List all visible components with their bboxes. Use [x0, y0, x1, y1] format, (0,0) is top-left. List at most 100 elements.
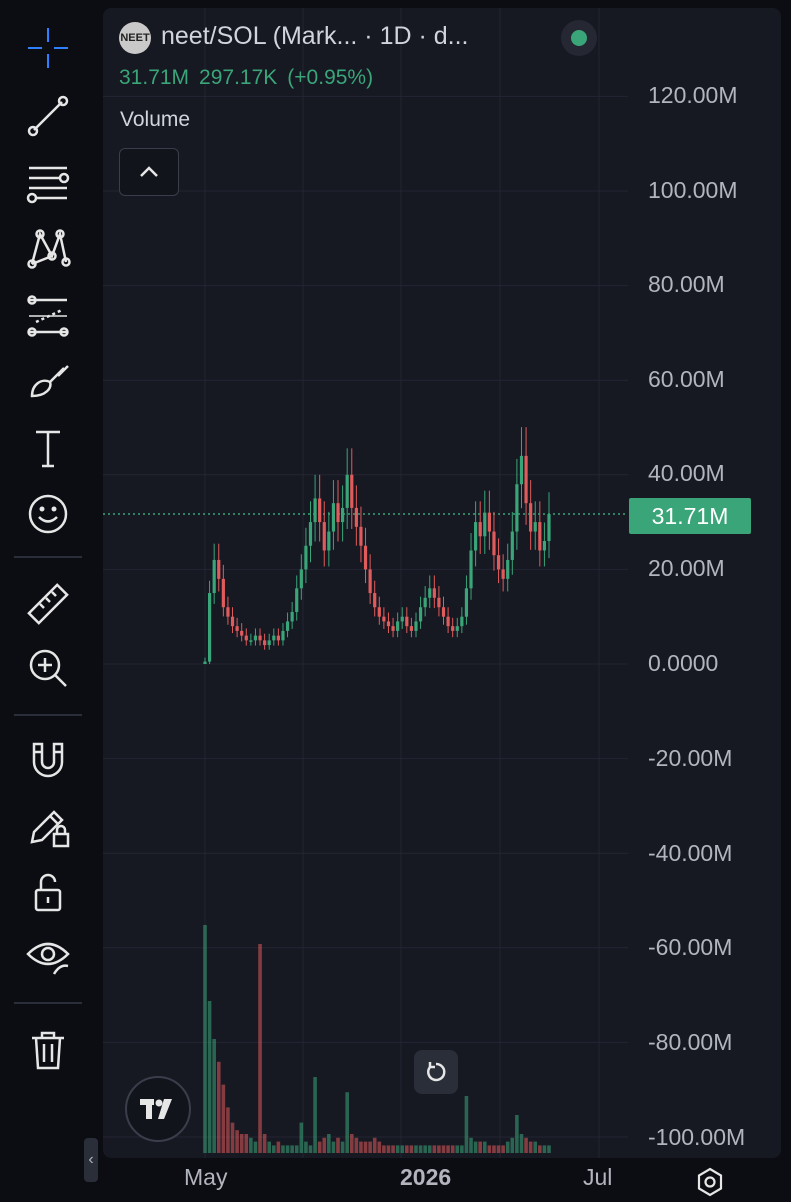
candle [428, 588, 432, 598]
candle [515, 484, 519, 532]
volume-bar [244, 1134, 249, 1153]
volume-bar [469, 1137, 473, 1153]
volume-bar [340, 1141, 345, 1153]
volume-bar [510, 1137, 515, 1153]
candle [336, 503, 340, 523]
emoji-icon[interactable] [18, 490, 78, 538]
volume-bar [304, 1141, 308, 1153]
volume-bar [524, 1137, 528, 1153]
tradingview-logo[interactable] [125, 1076, 191, 1142]
candle [405, 616, 409, 627]
symbol-title[interactable]: neet/SOL (Mark... · 1D · d... [161, 22, 469, 50]
volume-bar [377, 1141, 382, 1153]
volume-bar [427, 1145, 432, 1153]
candle [478, 522, 482, 537]
candle [414, 621, 418, 631]
candle [276, 635, 280, 641]
xabcd-pattern-icon[interactable] [18, 224, 78, 272]
lock-icon[interactable] [18, 868, 78, 916]
candle [547, 514, 551, 542]
volume-bar [290, 1145, 294, 1153]
candle [244, 635, 248, 641]
forecast-icon[interactable] [18, 292, 78, 340]
brush-icon[interactable] [18, 356, 78, 404]
volume-bar [473, 1141, 478, 1153]
candle [437, 597, 441, 608]
volume-bar [317, 1141, 322, 1153]
lock-drawing-icon[interactable] [18, 802, 78, 850]
zoom-in-icon[interactable] [18, 644, 78, 692]
volume-bar [354, 1137, 359, 1153]
candle [226, 607, 230, 617]
volume-bar [446, 1145, 450, 1153]
candle [318, 498, 322, 523]
candle [267, 640, 271, 646]
toolbar-separator [14, 714, 82, 716]
ruler-icon[interactable] [18, 580, 78, 628]
chart-pane[interactable]: NEET neet/SOL (Mark... · 1D · d... 31.71… [103, 8, 781, 1158]
market-status[interactable] [561, 20, 597, 56]
volume-bar [492, 1145, 496, 1153]
trash-icon[interactable] [18, 1026, 78, 1074]
volume-bar [538, 1145, 542, 1153]
volume-bar [294, 1145, 299, 1153]
candle [391, 626, 395, 631]
volume-bar [262, 1134, 267, 1153]
candle [295, 588, 299, 612]
reset-chart-button[interactable] [414, 1050, 458, 1094]
volume-bar [203, 925, 207, 1153]
candle [538, 522, 542, 551]
candle [249, 640, 253, 642]
volume-bar [368, 1141, 372, 1153]
candle [350, 474, 354, 508]
candle [487, 512, 491, 532]
volume-bar [285, 1145, 290, 1153]
settings-button[interactable] [690, 1162, 730, 1202]
eye-icon[interactable] [18, 932, 78, 980]
x-tick: 2026 [400, 1164, 452, 1190]
y-tick: 60.00M [648, 366, 725, 392]
volume-bar [391, 1145, 395, 1153]
crosshair-icon[interactable] [18, 24, 78, 72]
candles [203, 427, 551, 664]
volume-bar [299, 1122, 304, 1153]
y-tick: -80.00M [648, 1029, 733, 1055]
chart-canvas[interactable] [103, 8, 781, 1158]
volume-bar [395, 1145, 400, 1153]
candle [217, 559, 221, 579]
volume-bar [533, 1141, 538, 1153]
volume-bar [267, 1141, 272, 1153]
magnet-icon[interactable] [18, 736, 78, 784]
candle [272, 635, 276, 641]
candle [345, 474, 349, 508]
candle [258, 635, 262, 641]
candle [308, 522, 313, 546]
legend-change: 297.17K [199, 66, 278, 89]
candle [533, 522, 537, 532]
volume-bar [464, 1096, 469, 1153]
volume-bar [478, 1141, 482, 1153]
candle [240, 630, 244, 636]
volume-bar [501, 1145, 505, 1153]
candle [386, 621, 391, 627]
volume-bar [313, 1077, 317, 1153]
trend-line-icon[interactable] [18, 92, 78, 140]
volume-indicator-label[interactable]: Volume [120, 108, 191, 131]
fib-retracement-icon[interactable] [18, 160, 78, 208]
collapse-toolbar-button[interactable]: ‹ [84, 1138, 98, 1182]
volume-bar [359, 1141, 363, 1153]
candle [396, 621, 400, 631]
collapse-legend-button[interactable] [119, 148, 179, 196]
drawing-toolbar [0, 0, 96, 1200]
text-icon[interactable] [18, 424, 78, 472]
volume-bar [216, 1061, 221, 1153]
volume-bar [308, 1145, 313, 1153]
volume-bar [418, 1145, 423, 1153]
chevron-up-icon [140, 166, 158, 177]
volume-bar [455, 1145, 460, 1153]
volume-bar [249, 1137, 253, 1153]
legend-value: 31.71M [119, 66, 190, 89]
x-tick: May [184, 1164, 228, 1190]
volume-bar [441, 1145, 446, 1153]
volume-bar [258, 944, 262, 1153]
